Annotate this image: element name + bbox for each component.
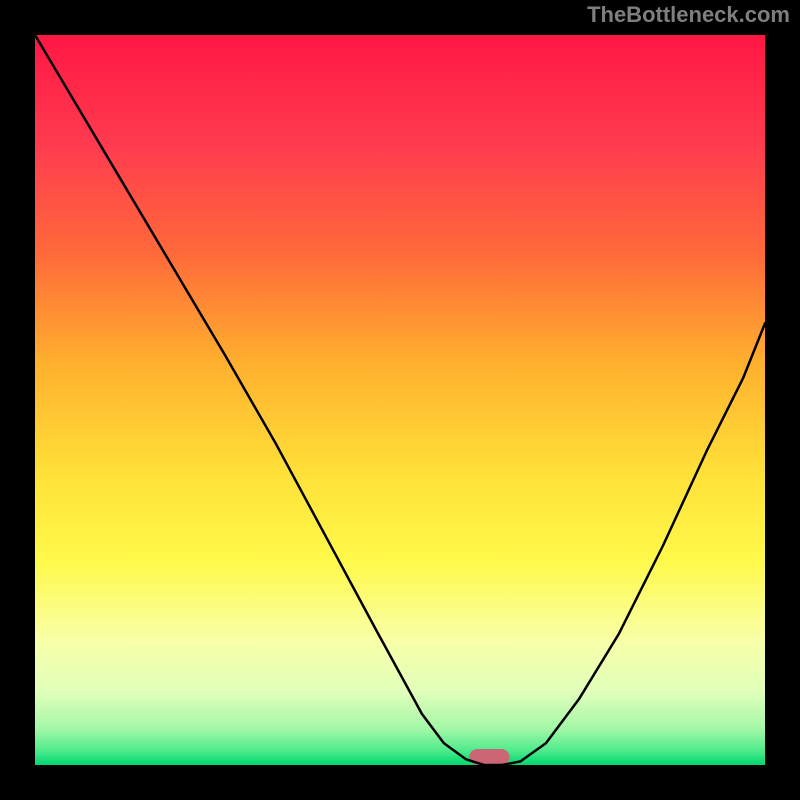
bottleneck-chart: TheBottleneck.com: [0, 0, 800, 800]
chart-svg: [0, 0, 800, 800]
watermark-text: TheBottleneck.com: [587, 2, 790, 28]
